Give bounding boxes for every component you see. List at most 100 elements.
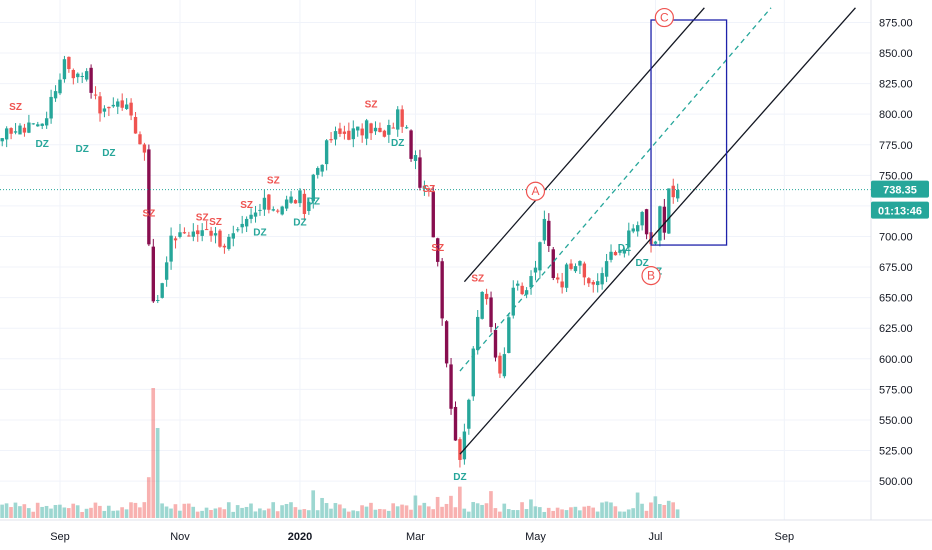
candle (622, 247, 627, 258)
volume-bar (409, 509, 413, 518)
countdown-timer: 01:13:46 (878, 206, 922, 218)
candle (573, 263, 578, 273)
dz-marker: DZ (391, 138, 404, 149)
candle (538, 241, 542, 279)
candle (347, 122, 351, 141)
volume-bar (142, 502, 147, 518)
candle (320, 164, 324, 177)
candle (378, 122, 382, 133)
volume-bar (600, 502, 604, 518)
candle (142, 142, 147, 161)
price-tick-label: 800.00 (879, 109, 913, 121)
time-tick-label: Mar (406, 531, 425, 543)
volume-bar (378, 508, 382, 518)
volume-bars (0, 388, 680, 518)
target-box[interactable] (650, 19, 728, 246)
volume-bar (484, 503, 489, 518)
candle (124, 98, 129, 111)
candle (284, 195, 289, 212)
mid-dashed-line[interactable] (459, 7, 772, 372)
volume-bar (622, 511, 627, 518)
candle (36, 121, 40, 127)
volume-bar (555, 507, 560, 518)
time-axis[interactable]: Sep Nov 2020 Mar May Jul Sep (0, 519, 932, 550)
candle (71, 68, 76, 85)
price-axis[interactable]: 875.00850.00825.00800.00775.00750.00725.… (870, 0, 932, 520)
volume-bar (200, 510, 204, 518)
candle (604, 253, 609, 283)
price-tick-label: 625.00 (879, 323, 913, 335)
candle (258, 203, 262, 216)
wave-label-a[interactable]: A (525, 181, 546, 201)
upper-channel-line[interactable] (463, 7, 705, 283)
candle (156, 294, 160, 304)
volume-bar (315, 510, 320, 518)
volume-bar (595, 511, 600, 518)
volume-bar (360, 505, 364, 518)
candle (396, 106, 400, 137)
candle (587, 277, 591, 287)
volume-bar (426, 506, 431, 518)
candle (569, 259, 573, 271)
volume-bar (449, 495, 453, 518)
volume-bar (240, 507, 244, 518)
svg-text:C: C (660, 11, 669, 25)
volume-bar (586, 505, 591, 518)
volume-bar (58, 504, 62, 518)
candle (676, 183, 680, 202)
candle (400, 105, 404, 133)
candle (644, 208, 649, 240)
candle (44, 111, 49, 129)
candle (196, 224, 200, 242)
candle (298, 188, 302, 208)
candle (138, 131, 142, 145)
candle (418, 149, 422, 191)
volume-bar (298, 509, 302, 518)
volume-bar (560, 509, 564, 518)
volume-bar (498, 511, 502, 518)
volume-bar (373, 509, 378, 518)
candle (187, 231, 191, 237)
trendline-drawings[interactable]: A B C (459, 7, 856, 455)
volume-bar (489, 491, 493, 518)
dz-marker: DZ (253, 227, 266, 238)
volume-bar (18, 506, 22, 518)
volume-bar (62, 507, 67, 518)
candle (640, 210, 644, 231)
candle (13, 123, 18, 135)
lower-channel-line[interactable] (459, 7, 856, 455)
candle (262, 189, 267, 216)
volume-bar (129, 502, 133, 518)
candle (462, 423, 467, 465)
candle (129, 98, 133, 121)
volume-bar (53, 504, 58, 518)
candle (631, 224, 635, 234)
volume-bar (662, 504, 667, 518)
volume-bar (231, 511, 236, 518)
volume-bar (444, 503, 449, 518)
candle (542, 210, 547, 245)
candle (307, 198, 311, 215)
candle (302, 189, 307, 221)
volume-bar (204, 507, 209, 518)
sz-marker: SZ (267, 176, 280, 187)
candle (431, 185, 435, 238)
volume-bar (98, 505, 102, 518)
candle (391, 122, 395, 129)
volume-bar (573, 506, 578, 518)
volume-bar (462, 508, 467, 518)
wave-label-b[interactable]: B (641, 266, 661, 286)
candle (227, 233, 231, 251)
sz-marker: SZ (240, 200, 253, 211)
candle (218, 229, 222, 248)
candle (40, 123, 44, 130)
volume-bar (26, 508, 31, 518)
candle (533, 260, 538, 281)
wave-label-c[interactable]: C (654, 7, 674, 28)
candle (120, 93, 124, 111)
dz-marker: DZ (307, 197, 320, 208)
candle (289, 191, 293, 204)
volume-bar (253, 511, 258, 518)
